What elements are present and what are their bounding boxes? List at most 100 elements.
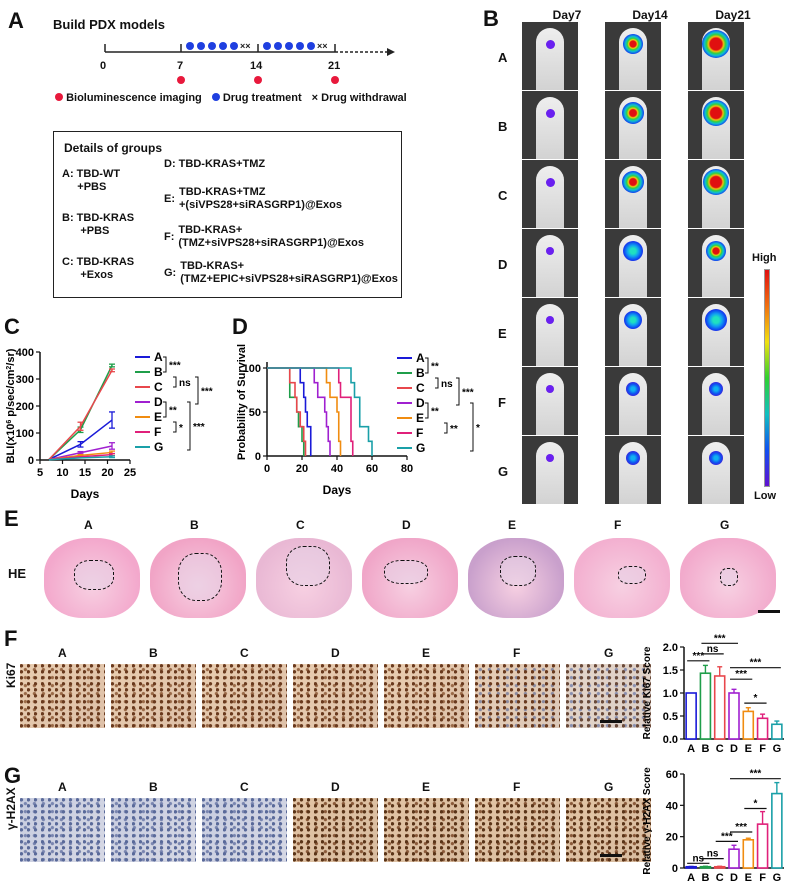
group-d-desc: D: TBD-KRAS+TMZ [164, 158, 266, 170]
ihc-image [566, 798, 651, 862]
svg-text:***: *** [735, 822, 747, 833]
bli-mouse-image [522, 298, 578, 366]
ihc-image [111, 664, 196, 728]
svg-text:0: 0 [672, 863, 678, 875]
svg-text:Days: Days [71, 487, 100, 501]
he-col-label-g: G [720, 518, 730, 532]
svg-text:***: *** [476, 423, 480, 434]
bli-row-label-c: C [498, 188, 508, 203]
col-day14: Day14 [632, 8, 668, 22]
svg-text:ns: ns [692, 853, 704, 864]
bli-mouse-image [688, 91, 744, 159]
bli-row-label-d: D [498, 257, 508, 272]
group-c-desc: C: TBD-KRAS +Exos [62, 256, 135, 281]
colorbar-high: High [752, 252, 777, 264]
svg-text:G: G [416, 441, 425, 455]
timeline-tick-14: 14 [250, 60, 263, 72]
svg-text:B: B [416, 366, 425, 380]
ihc-col-label-b: B [149, 780, 158, 794]
ihc-image [202, 798, 287, 862]
svg-text:1.0: 1.0 [663, 688, 678, 700]
bli-mouse-image [605, 298, 661, 366]
svg-text:***: *** [735, 669, 747, 680]
svg-text:2.0: 2.0 [663, 642, 678, 654]
he-brain-section [44, 538, 140, 618]
bli-colorbar [764, 269, 770, 487]
svg-text:C: C [716, 743, 724, 755]
bli-line-chart: 0 100 200 300 400 5 10 15 20 25 Days BLI(x106 p/sec… [5, 347, 213, 501]
svg-text:E: E [154, 410, 162, 424]
legend-treatment: Drug treatment [222, 92, 302, 104]
bli-mouse-image [605, 91, 661, 159]
svg-text:50: 50 [249, 407, 261, 419]
ihc-image [20, 798, 105, 862]
svg-text:Relative Ki67 Score: Relative Ki67 Score [642, 646, 653, 739]
ihc-image [20, 664, 105, 728]
svg-text:F: F [759, 872, 766, 884]
svg-text:0.0: 0.0 [663, 734, 678, 746]
tumor-outline [384, 560, 428, 584]
svg-text:D: D [416, 396, 425, 410]
withdrawal-x-icon: × [311, 92, 319, 104]
svg-text:*: * [179, 423, 183, 434]
bli-mouse-image [605, 436, 661, 504]
bli-mouse-image [522, 367, 578, 435]
survival-chart: 0 50 100 0 20 40 60 80 Days Probability of Surviv… [236, 344, 480, 497]
timeline-legend: Bioluminescence imaging Drug treatment ×… [55, 92, 407, 104]
svg-text:*: * [753, 693, 757, 704]
ihc-image [475, 798, 560, 862]
svg-text:E: E [416, 411, 424, 425]
ihc-image [202, 664, 287, 728]
legend-imaging: Bioluminescence imaging [66, 92, 202, 104]
ihc-col-label-g: G [604, 780, 614, 794]
panel-a-title: Build PDX models [53, 17, 165, 32]
timeline-tick-7: 7 [177, 60, 184, 72]
legend-withdrawal: Drug withdrawal [321, 92, 407, 104]
tumor-outline [286, 546, 330, 586]
he-col-label-a: A [84, 518, 93, 532]
ihc-image [384, 798, 469, 862]
ihc-col-label-c: C [240, 780, 249, 794]
ihc-image [566, 664, 651, 728]
ihc-col-label-c: C [240, 646, 249, 660]
group-a-desc: A: TBD-WT +PBS [62, 168, 121, 193]
svg-text:40: 40 [331, 463, 343, 475]
svg-text:***: *** [750, 769, 762, 780]
groups-box-title: Details of groups [64, 141, 163, 155]
imaging-dot-icon [55, 93, 63, 101]
svg-text:10: 10 [56, 467, 68, 479]
bli-row-label-f: F [498, 395, 506, 410]
ihc-col-label-e: E [422, 646, 431, 660]
he-brain-section [680, 538, 776, 618]
bli-mouse-image [522, 436, 578, 504]
svg-text:G: G [773, 743, 782, 755]
he-brain-section [468, 538, 564, 618]
svg-text:B: B [701, 743, 709, 755]
ki67-ihc-row: A B C D E F G [20, 646, 651, 728]
svg-text:20: 20 [666, 832, 678, 844]
svg-text:F: F [416, 426, 423, 440]
svg-text:20: 20 [296, 463, 308, 475]
treatment-dot-icon [211, 93, 220, 101]
tumor-outline [720, 568, 738, 586]
svg-text:1.5: 1.5 [663, 665, 678, 677]
svg-text:0: 0 [264, 463, 270, 475]
svg-text:D: D [730, 872, 738, 884]
svg-text:ns: ns [707, 644, 719, 655]
h2ax-ihc-row: A B C D E F G [20, 780, 651, 862]
bli-mouse-image [605, 22, 661, 90]
svg-text:***: *** [714, 633, 726, 644]
svg-text:***: *** [169, 361, 181, 372]
group-g-desc: G: TBD-KRAS+ (TMZ+EPIC+siVPS28+siRASGRP1)@… [164, 260, 398, 285]
ihc-scale-bar [600, 720, 622, 723]
panel-c-label: C [4, 314, 20, 339]
svg-text:***: *** [193, 422, 205, 433]
svg-text:D: D [154, 395, 163, 409]
svg-text:F: F [759, 743, 766, 755]
svg-text:E: E [745, 872, 752, 884]
svg-text:B: B [701, 872, 709, 884]
ihc-scale-bar [600, 854, 622, 857]
he-scale-bar [758, 610, 780, 613]
svg-text:A: A [416, 351, 425, 365]
